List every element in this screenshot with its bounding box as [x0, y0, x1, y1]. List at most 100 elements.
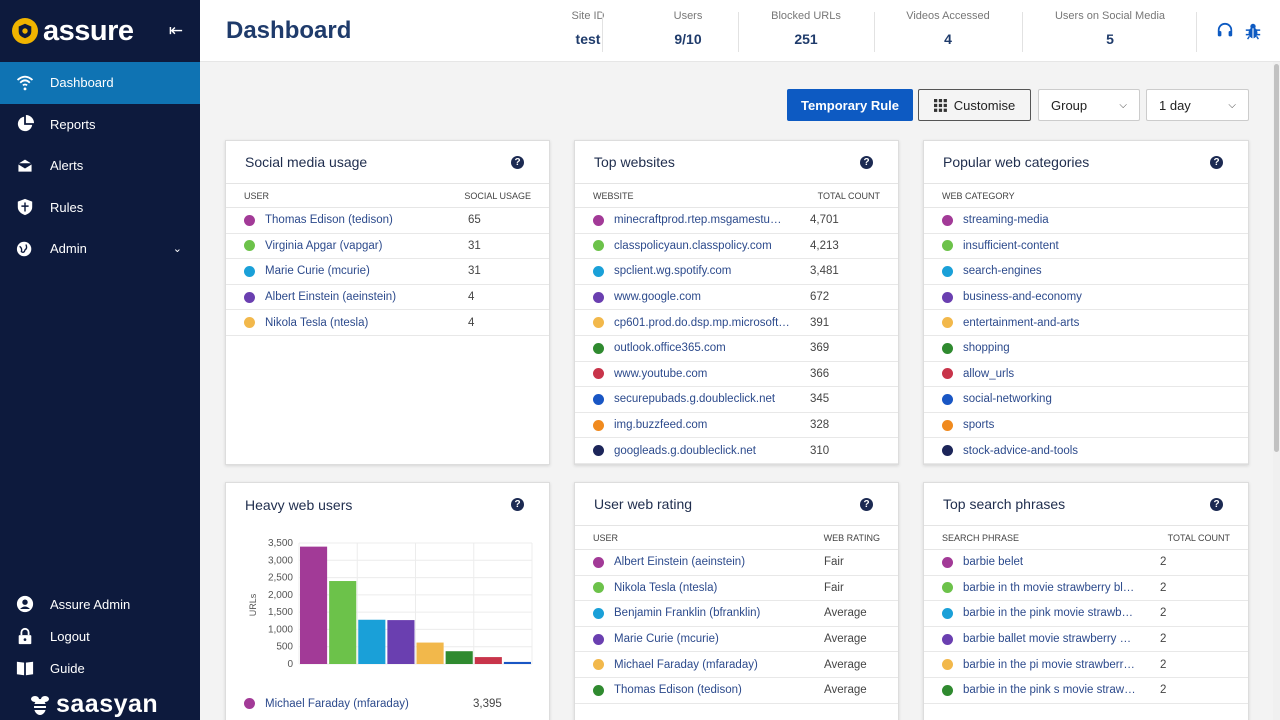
table-row[interactable]: barbie in th movie strawberry bl… 2 [924, 576, 1248, 602]
table-row[interactable]: Thomas Edison (tedison) 65 [226, 208, 549, 234]
nav-alerts[interactable]: Alerts [0, 145, 200, 187]
table-row[interactable]: Nikola Tesla (ntesla) 4 [226, 310, 549, 336]
table-row[interactable]: search-engines [924, 259, 1248, 285]
col-search-phrase[interactable]: SEARCH PHRASE [942, 532, 1020, 543]
table-row[interactable]: Virginia Apgar (vapgar) 31 [226, 234, 549, 260]
table-row[interactable]: classpolicyaun.classpolicy.com 4,213 [575, 234, 898, 260]
table-row[interactable]: www.youtube.com 366 [575, 362, 898, 388]
legend-dot [244, 698, 255, 710]
table-row[interactable]: cp601.prod.do.dsp.mp.microsoft… 391 [575, 310, 898, 336]
col-web-category[interactable]: WEB CATEGORY [942, 190, 1015, 201]
help-icon[interactable]: ? [860, 497, 873, 511]
table-row[interactable]: Nikola Tesla (ntesla) Fair [575, 576, 898, 602]
table-row[interactable]: shopping [924, 336, 1248, 362]
col-website[interactable]: WEBSITE [593, 190, 634, 201]
user-name: Nikola Tesla (ntesla) [265, 316, 369, 329]
table-header: WEBSITE TOTAL COUNT [575, 184, 898, 208]
table-row[interactable]: allow_urls [924, 362, 1248, 388]
col-web-rating[interactable]: WEB RATING [823, 532, 880, 543]
rating-value: Fair [824, 556, 844, 569]
web-categories-card: Popular web categories ? WEB CATEGORY st… [923, 140, 1249, 465]
count-value: 4,701 [810, 214, 839, 227]
table-row[interactable]: insufficient-content [924, 234, 1248, 260]
chevron-down-icon[interactable]: ⌄ [172, 243, 182, 256]
nav-logout-label: Logout [50, 628, 90, 644]
table-row[interactable]: Albert Einstein (aeinstein) 4 [226, 285, 549, 311]
col-total-count[interactable]: TOTAL COUNT [817, 190, 880, 201]
customise-button[interactable]: Customise [918, 89, 1031, 121]
help-icon[interactable]: ? [1210, 155, 1223, 169]
col-user[interactable]: USER [244, 190, 270, 201]
bug-icon[interactable] [1244, 22, 1262, 40]
table-row[interactable]: social-networking [924, 387, 1248, 413]
website-name: securepubads.g.doubleclick.net [614, 393, 776, 406]
table-row[interactable]: stock-advice-and-tools [924, 438, 1248, 464]
col-social-usage[interactable]: SOCIAL USAGE [464, 190, 531, 201]
chart-legend-row[interactable]: Michael Faraday (mfaraday) 3,395 [226, 691, 549, 717]
user-web-rating-card: User web rating ? USER WEB RATING Albert… [574, 482, 899, 720]
table-row[interactable]: barbie in the pink movie strawb… 2 [924, 601, 1248, 627]
card-title: Popular web categories ? [924, 141, 1248, 184]
nav-reports[interactable]: Reports [0, 104, 200, 146]
temporary-rule-button[interactable]: Temporary Rule [787, 89, 913, 121]
table-row[interactable]: sports [924, 413, 1248, 439]
table-row[interactable]: Thomas Edison (tedison) Average [575, 678, 898, 704]
stat-blocked-urls: Blocked URLs 251 [756, 10, 856, 47]
col-user[interactable]: USER [593, 532, 619, 543]
nav-assure-admin[interactable]: Assure Admin [0, 588, 200, 620]
table-row[interactable]: www.google.com 672 [575, 285, 898, 311]
table-row[interactable]: Marie Curie (mcurie) 31 [226, 259, 549, 285]
nav-guide-label: Guide [50, 660, 85, 676]
nav-alerts-label: Alerts [50, 158, 84, 174]
table-row[interactable]: entertainment-and-arts [924, 310, 1248, 336]
table-row[interactable]: securepubads.g.doubleclick.net 345 [575, 387, 898, 413]
stat-value: test [575, 31, 601, 47]
table-row[interactable]: img.buzzfeed.com 328 [575, 413, 898, 439]
table-row[interactable]: streaming-media [924, 208, 1248, 234]
nav-rules[interactable]: Rules [0, 187, 200, 229]
help-icon[interactable]: ? [860, 155, 873, 169]
group-select[interactable]: Group ⌵ [1038, 89, 1140, 121]
table-row[interactable]: barbie in the pink s movie straw… 2 [924, 678, 1248, 704]
page-scrollbar[interactable] [1273, 62, 1280, 720]
count-value: 2 [1160, 658, 1167, 671]
legend-dot [942, 214, 953, 226]
help-icon[interactable]: ? [1210, 497, 1223, 511]
help-icon[interactable]: ? [511, 155, 524, 169]
table-row[interactable]: barbie belet 2 [924, 550, 1248, 576]
collapse-sidebar-icon[interactable]: ⇤ [168, 21, 183, 40]
legend-dot [942, 633, 953, 645]
col-total-count[interactable]: TOTAL COUNT [1167, 532, 1230, 543]
nav-reports-label: Reports [50, 116, 96, 132]
legend-dot [942, 419, 953, 431]
table-row[interactable]: Benjamin Franklin (bfranklin) Average [575, 601, 898, 627]
legend-dot [593, 291, 604, 303]
usage-value: 65 [468, 214, 481, 227]
envelope-icon [17, 157, 33, 173]
table-row[interactable]: Marie Curie (mcurie) Average [575, 627, 898, 653]
table-row[interactable]: barbie in the pi movie strawberr… 2 [924, 652, 1248, 678]
usage-value: 4 [468, 291, 475, 304]
table-row[interactable]: outlook.office365.com 369 [575, 336, 898, 362]
help-icon[interactable]: ? [511, 498, 524, 511]
phrase-text: barbie ballet movie strawberry … [963, 633, 1132, 646]
nav-logout[interactable]: Logout [0, 620, 200, 652]
scrollbar-thumb[interactable] [1274, 64, 1279, 452]
table-row[interactable]: barbie ballet movie strawberry … 2 [924, 627, 1248, 653]
period-select[interactable]: 1 day ⌵ [1146, 89, 1249, 121]
table-header: USER WEB RATING [575, 526, 898, 550]
table-row[interactable]: minecraftprod.rtep.msgamestu… 4,701 [575, 208, 898, 234]
headset-icon[interactable] [1216, 22, 1234, 40]
table-row[interactable]: googleads.g.doubleclick.net 310 [575, 438, 898, 464]
table-row[interactable]: Albert Einstein (aeinstein) Fair [575, 550, 898, 576]
rating-value: Fair [824, 581, 844, 594]
table-row[interactable]: business-and-economy [924, 285, 1248, 311]
table-row[interactable]: spclient.wg.spotify.com 3,481 [575, 259, 898, 285]
nav-guide[interactable]: Guide [0, 652, 200, 684]
table-row[interactable]: Michael Faraday (mfaraday) Average [575, 652, 898, 678]
nav-admin[interactable]: Admin ⌄ [0, 228, 200, 270]
legend-dot [942, 291, 953, 303]
user-name: Thomas Edison (tedison) [265, 214, 393, 227]
nav-dashboard[interactable]: Dashboard [0, 62, 200, 104]
group-select-value: Group [1051, 97, 1088, 113]
